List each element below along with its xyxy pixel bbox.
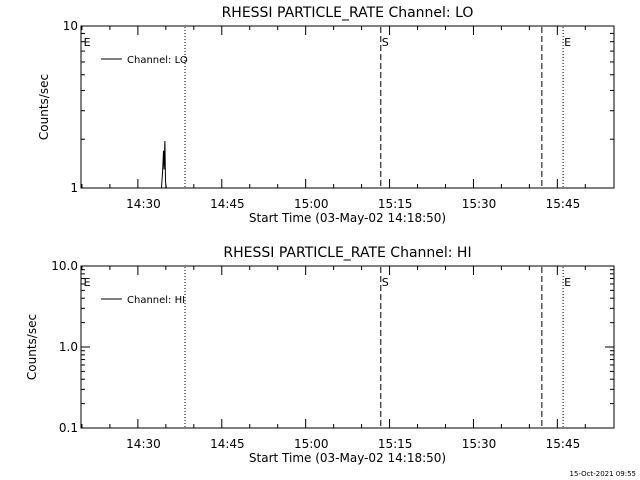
event-marker-label: E bbox=[84, 276, 91, 289]
x-tick-label: 15:00 bbox=[294, 437, 329, 451]
legend-label: Channel: HI bbox=[127, 295, 185, 306]
plot-timestamp: 15-Oct-2021 09:55 bbox=[569, 470, 636, 478]
event-marker-label: S bbox=[382, 276, 389, 289]
y-tick-label: 10 bbox=[63, 19, 78, 33]
x-tick-label: 15:30 bbox=[462, 197, 497, 211]
x-tick-label: 15:15 bbox=[378, 437, 413, 451]
y-axis-label: Counts/sec bbox=[25, 314, 39, 380]
x-tick-label: 14:45 bbox=[210, 197, 245, 211]
x-axis-label: Start Time (03-May-02 14:18:50) bbox=[249, 211, 446, 225]
y-tick-label: 1 bbox=[70, 181, 78, 195]
x-axis-label: Start Time (03-May-02 14:18:50) bbox=[249, 451, 446, 465]
y-tick-label: 1.0 bbox=[59, 340, 78, 354]
event-marker-label: E bbox=[84, 36, 91, 49]
chart-title: RHESSI PARTICLE_RATE Channel: LO bbox=[222, 5, 474, 21]
x-tick-label: 14:45 bbox=[210, 437, 245, 451]
x-tick-label: 14:30 bbox=[126, 437, 161, 451]
series-line bbox=[161, 140, 167, 189]
plot-frame-1 bbox=[80, 265, 615, 429]
x-tick-label: 15:15 bbox=[378, 197, 413, 211]
y-axis-label: Counts/sec bbox=[37, 74, 51, 140]
event-marker-label: S bbox=[382, 36, 389, 49]
x-tick-label: 15:00 bbox=[294, 197, 329, 211]
x-tick-label: 15:45 bbox=[546, 197, 581, 211]
y-tick-label: 0.1 bbox=[59, 421, 78, 435]
event-marker-label: E bbox=[564, 36, 571, 49]
x-tick-label: 14:30 bbox=[126, 197, 161, 211]
x-tick-label: 15:30 bbox=[462, 437, 497, 451]
event-marker-label: E bbox=[564, 276, 571, 289]
y-tick-label: 10.0 bbox=[51, 259, 78, 273]
x-tick-label: 15:45 bbox=[546, 437, 581, 451]
legend-label: Channel: LO bbox=[127, 55, 188, 66]
plot-frame-0 bbox=[80, 25, 615, 189]
chart-title: RHESSI PARTICLE_RATE Channel: HI bbox=[223, 245, 471, 261]
